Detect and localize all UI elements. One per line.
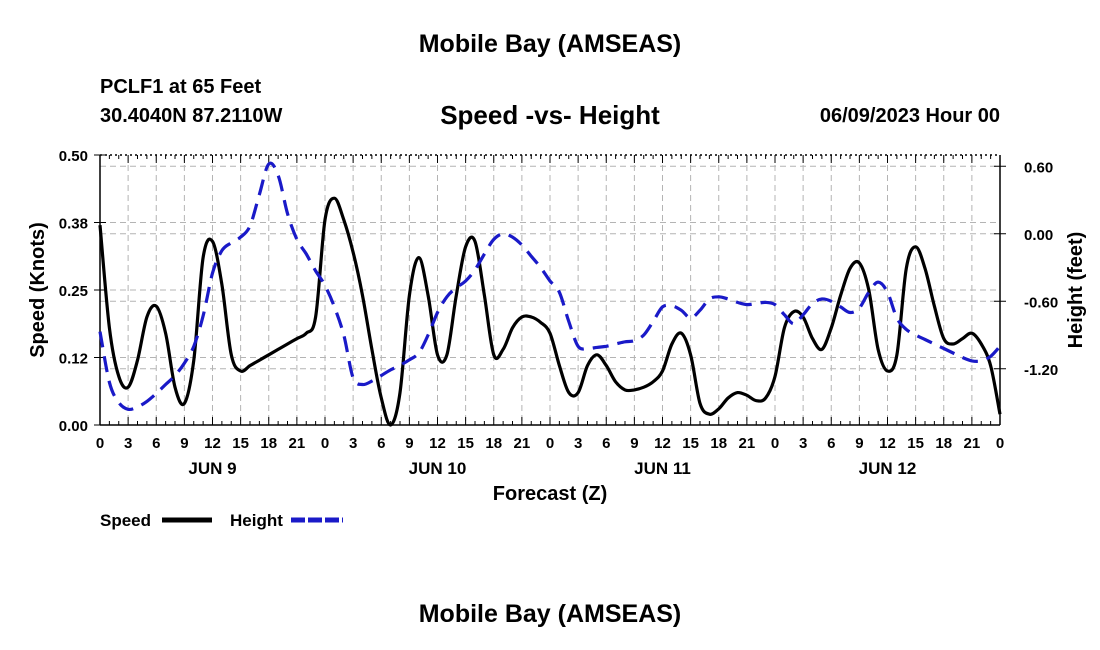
x-tick-label: 12 [204,435,221,452]
chart-subtitle: Speed -vs- Height [440,100,660,130]
x-tick-label: 9 [180,435,188,452]
x-tick-label: 6 [827,435,835,452]
x-tick-label: 0 [96,435,104,452]
x-tick-label: 21 [514,435,531,452]
next-chart-title: Mobile Bay (AMSEAS) [418,600,682,628]
x-tick-label: 3 [799,435,807,452]
x-tick-label: 6 [377,435,385,452]
y-tick-label: 0.12 [59,351,88,368]
x-tick-label: 3 [124,435,132,452]
x-tick-label: 15 [232,435,249,452]
station-coordinates: 30.4040N 87.2110W [100,105,283,127]
x-tick-label: 9 [855,435,863,452]
x-tick-label: 21 [964,435,981,452]
x-tick-label: 21 [739,435,756,452]
chart-title: Mobile Bay (AMSEAS) [418,30,682,58]
x-tick-label: 18 [485,435,502,452]
x-tick-label: 6 [152,435,160,452]
x-tick-label: 12 [654,435,671,452]
x-tick-label: 21 [289,435,306,452]
x-tick-label: 18 [710,435,727,452]
x-tick-label: 0 [321,435,329,452]
x-tick-label: 6 [602,435,610,452]
x-tick-label: 18 [935,435,952,452]
x-tick-label: 12 [429,435,446,452]
x-day-label: JUN 11 [634,459,691,478]
y-tick-label: 0.00 [59,418,88,435]
x-tick-label: 18 [260,435,277,452]
x-tick-label: 0 [771,435,779,452]
x-tick-label: 12 [879,435,896,452]
y-axis-title: Speed (Knots) [27,222,49,358]
x-tick-label: 15 [682,435,699,452]
x-tick-label: 15 [457,435,474,452]
y-tick-label: 0.25 [59,283,88,300]
series-line-height [98,161,1002,412]
series-line-speed [98,196,1002,427]
x-tick-label: 9 [405,435,413,452]
x-tick-label: 9 [630,435,638,452]
forecast-datetime: 06/09/2023 Hour 00 [819,105,1000,127]
x-tick-label: 3 [574,435,582,452]
y-tick-label: 0.50 [59,148,88,165]
y2-tick-label: 0.00 [1024,227,1053,244]
x-tick-label: 0 [996,435,1004,452]
y2-axis-title: Height (feet) [1065,232,1087,349]
y2-tick-label: -0.60 [1024,294,1058,311]
y-tick-label: 0.38 [59,216,88,233]
y2-tick-label: -1.20 [1024,362,1058,379]
x-day-label: JUN 10 [409,459,467,478]
station-label: PCLF1 at 65 Feet [100,76,262,98]
x-axis-title: Forecast (Z) [493,483,607,505]
x-tick-label: 15 [907,435,924,452]
x-day-label: JUN 12 [859,459,917,478]
x-tick-label: 3 [349,435,357,452]
x-tick-label: 0 [546,435,554,452]
legend-label-height: Height [230,511,283,530]
legend-label-speed: Speed [100,511,151,530]
y2-tick-label: 0.60 [1024,159,1053,176]
x-day-label: JUN 9 [188,459,236,478]
